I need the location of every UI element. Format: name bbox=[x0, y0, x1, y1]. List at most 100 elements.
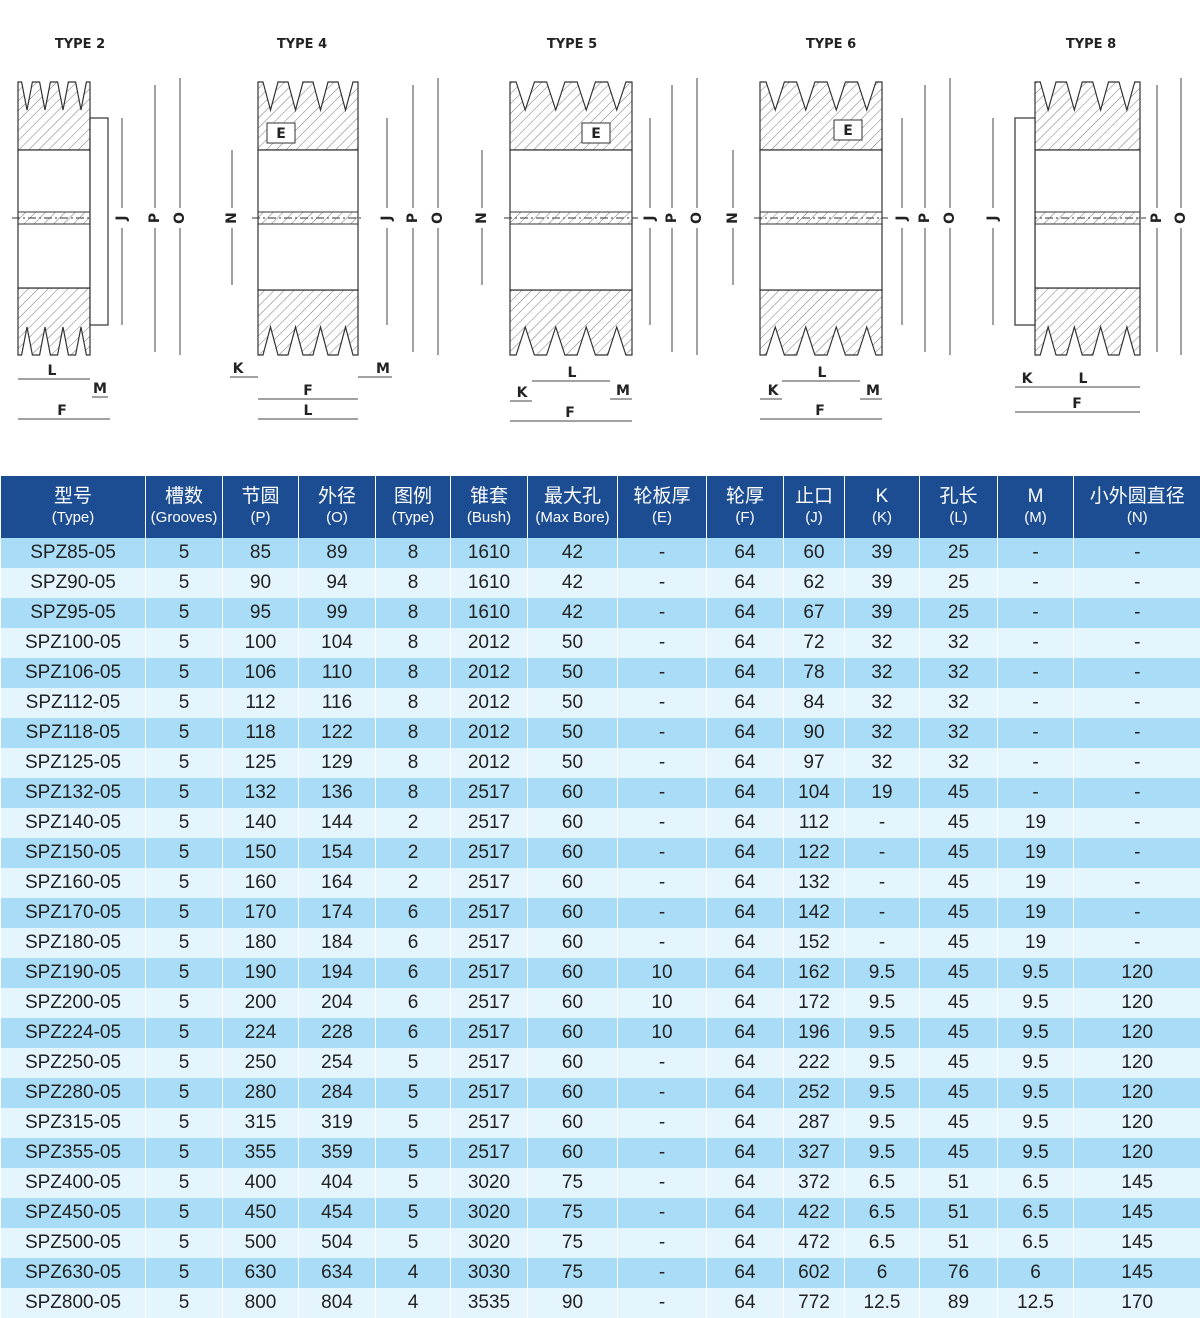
table-cell: 5 bbox=[145, 1258, 223, 1288]
table-cell: 5 bbox=[145, 1138, 223, 1168]
table-cell: 50 bbox=[527, 688, 618, 718]
table-cell: SPZ150-05 bbox=[0, 838, 146, 868]
table-cell: - bbox=[997, 598, 1074, 628]
table-cell: - bbox=[1073, 718, 1200, 748]
table-cell: 5 bbox=[145, 868, 223, 898]
table-cell: 42 bbox=[527, 568, 618, 598]
table-cell: - bbox=[844, 898, 920, 928]
header-cn: 槽数 bbox=[164, 486, 203, 507]
table-cell: 64 bbox=[706, 838, 784, 868]
table-cell: 9.5 bbox=[844, 1078, 920, 1108]
table-cell: 45 bbox=[919, 868, 998, 898]
table-cell: 120 bbox=[1073, 1138, 1200, 1168]
table-cell: 64 bbox=[706, 868, 784, 898]
table-cell: 252 bbox=[783, 1078, 845, 1108]
header-cell: 轮板厚 (E) bbox=[617, 476, 707, 538]
dimension-label: M bbox=[866, 383, 880, 399]
header-cell: 图例 (Type) bbox=[375, 476, 451, 538]
header-cn: 最大孔 bbox=[543, 486, 601, 507]
label-bg bbox=[642, 208, 658, 228]
label-bg bbox=[689, 208, 705, 228]
table-cell: 5 bbox=[145, 1288, 223, 1318]
header-en: (F) bbox=[735, 509, 755, 526]
table-cell: SPZ500-05 bbox=[0, 1228, 146, 1258]
table-cell: 5 bbox=[145, 538, 223, 568]
table-cell: - bbox=[844, 808, 920, 838]
table-cell: 51 bbox=[919, 1198, 998, 1228]
table-cell: 50 bbox=[527, 628, 618, 658]
table-cell: 89 bbox=[919, 1288, 998, 1318]
table-cell: 6.5 bbox=[997, 1168, 1074, 1198]
keyway bbox=[257, 211, 359, 225]
table-cell: 194 bbox=[298, 958, 376, 988]
table-cell: 75 bbox=[527, 1228, 618, 1258]
table-cell: 9.5 bbox=[997, 1048, 1074, 1078]
table-cell: 122 bbox=[298, 718, 376, 748]
table-cell: 355 bbox=[222, 1138, 299, 1168]
table-cell: 5 bbox=[145, 808, 223, 838]
table-cell: 132 bbox=[222, 778, 299, 808]
table-cell: 132 bbox=[783, 868, 845, 898]
table-cell: 359 bbox=[298, 1138, 376, 1168]
table-cell: 120 bbox=[1073, 1018, 1200, 1048]
table-cell: 4 bbox=[375, 1288, 451, 1318]
table-cell: 64 bbox=[706, 1228, 784, 1258]
dimension-label: O bbox=[430, 212, 446, 224]
table-cell: 228 bbox=[298, 1018, 376, 1048]
rim-section bbox=[759, 81, 883, 151]
table-cell: - bbox=[617, 868, 707, 898]
label-bg bbox=[1149, 208, 1165, 228]
table-cell: 136 bbox=[298, 778, 376, 808]
dimension-label: K bbox=[768, 383, 780, 399]
table-cell: 64 bbox=[706, 778, 784, 808]
table-cell: 19 bbox=[997, 898, 1074, 928]
table-cell: - bbox=[617, 628, 707, 658]
table-cell: 5 bbox=[145, 718, 223, 748]
table-cell: 5 bbox=[375, 1108, 451, 1138]
table-cell: 140 bbox=[222, 808, 299, 838]
table-cell: - bbox=[1073, 538, 1200, 568]
table-cell: 64 bbox=[706, 748, 784, 778]
table-cell: SPZ100-05 bbox=[0, 628, 146, 658]
diagram-title: TYPE 2 bbox=[55, 37, 105, 52]
table-cell: 224 bbox=[222, 1018, 299, 1048]
table-cell: 64 bbox=[706, 688, 784, 718]
table-cell: 64 bbox=[706, 568, 784, 598]
label-bg bbox=[172, 208, 188, 228]
table-cell: 45 bbox=[919, 1078, 998, 1108]
spec-table: 型号 (Type) 槽数 (Grooves) 节圆 (P) 外径 (O) 图例 (Type) 锥套 (… bbox=[0, 476, 1200, 1318]
table-cell: 32 bbox=[844, 718, 920, 748]
table-cell: 75 bbox=[527, 1168, 618, 1198]
dimension-label: M bbox=[376, 361, 390, 377]
table-row: SPZ95-05 5 95 99 8 1610 42-64 67 39 25- - bbox=[0, 598, 1200, 628]
header-cell: 外径 (O) bbox=[298, 476, 376, 538]
table-cell: 5 bbox=[145, 748, 223, 778]
table-cell: 152 bbox=[783, 928, 845, 958]
table-cell: 64 bbox=[706, 928, 784, 958]
table-cell: 6.5 bbox=[997, 1198, 1074, 1228]
table-cell: 9.5 bbox=[844, 958, 920, 988]
table-cell: 64 bbox=[706, 1198, 784, 1228]
table-cell: 60 bbox=[527, 1048, 618, 1078]
table-cell: - bbox=[617, 538, 707, 568]
table-cell: 60 bbox=[527, 1078, 618, 1108]
table-cell: 50 bbox=[527, 718, 618, 748]
dimension-label: F bbox=[565, 405, 575, 421]
table-cell: 9.5 bbox=[844, 988, 920, 1018]
table-cell: 2517 bbox=[450, 928, 528, 958]
table-cell: 8 bbox=[375, 748, 451, 778]
header-cell: K (K) bbox=[844, 476, 920, 538]
table-cell: 51 bbox=[919, 1168, 998, 1198]
table-cell: 164 bbox=[298, 868, 376, 898]
dimension-label: F bbox=[815, 403, 825, 419]
dimension-label: O bbox=[172, 212, 188, 224]
table-cell: 5 bbox=[145, 688, 223, 718]
table-cell: 60 bbox=[527, 808, 618, 838]
header-cn: 图例 bbox=[393, 486, 432, 507]
table-cell: - bbox=[617, 838, 707, 868]
table-cell: SPZ630-05 bbox=[0, 1258, 146, 1288]
dimension-label: P bbox=[664, 213, 680, 223]
table-cell: 602 bbox=[783, 1258, 845, 1288]
table-cell: 144 bbox=[298, 808, 376, 838]
table-cell: 450 bbox=[222, 1198, 299, 1228]
